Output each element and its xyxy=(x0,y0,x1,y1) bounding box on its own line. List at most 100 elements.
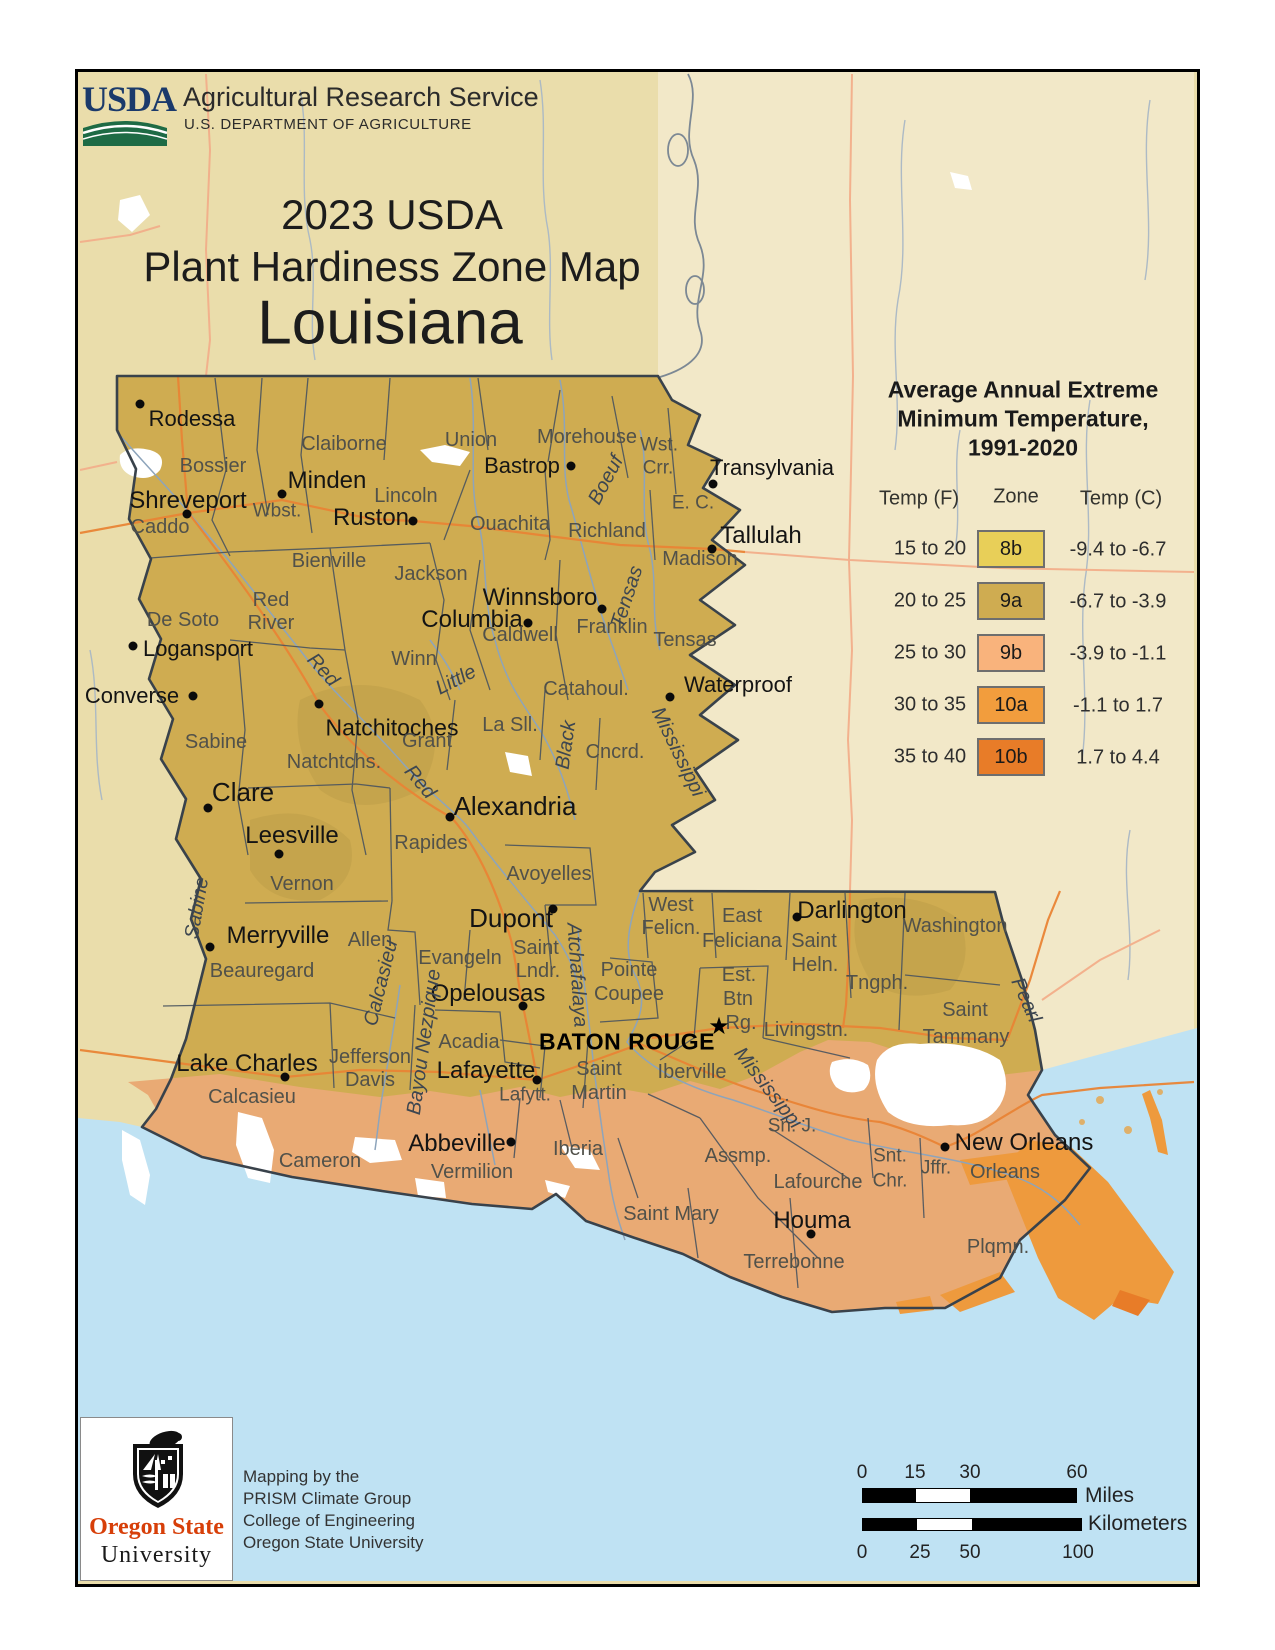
city-dot xyxy=(274,849,284,859)
gulf-of-mexico xyxy=(78,1028,1197,1581)
parish-label: Rg. xyxy=(725,1012,757,1034)
city-dot xyxy=(708,479,718,489)
parish-label: Tngph. xyxy=(845,972,909,994)
city-dot xyxy=(506,1137,516,1147)
parish-label: Bossier xyxy=(179,455,247,477)
scale-bar-segment xyxy=(863,1519,917,1530)
parish-label: Terrebonne xyxy=(743,1251,845,1273)
parish-label: Cncrd. xyxy=(585,741,645,763)
parish-label: Wst. xyxy=(640,434,678,456)
parish-label: Vernon xyxy=(270,873,334,895)
parish-label: Claiborne xyxy=(301,433,387,455)
parish-label: Davis xyxy=(344,1069,396,1091)
city-label: Transylvania xyxy=(710,455,834,480)
city-dot xyxy=(314,699,324,709)
osu-logo-box: Oregon State University xyxy=(80,1417,233,1581)
city-label: Opelousas xyxy=(430,980,546,1007)
capital-star-icon: ★ xyxy=(708,1013,730,1040)
parish-label: River xyxy=(247,612,295,634)
credit-line: PRISM Climate Group xyxy=(243,1489,412,1508)
parish-label: Assmp. xyxy=(704,1145,772,1167)
city-label: Merryville xyxy=(226,922,330,949)
parish-label: Tensas xyxy=(653,629,717,651)
city-dot xyxy=(203,803,213,813)
parish-label: Sabine xyxy=(184,731,248,753)
city-label: Clare xyxy=(211,777,275,807)
osu-wordmark-1: Oregon State xyxy=(89,1514,224,1540)
legend-temp-c: 1.7 to 4.4 xyxy=(1076,746,1160,769)
legend-column-header: Temp (C) xyxy=(1079,487,1163,510)
legend-temp-f: 20 to 25 xyxy=(893,589,967,612)
parish-label: Martin xyxy=(571,1082,627,1104)
parish-label: Wbst. xyxy=(252,500,302,522)
map-frame: Rodessa Bastrop Transylvania Minden Shrevepo… xyxy=(75,69,1200,1587)
parish-label: Saint xyxy=(942,999,988,1021)
legend-temp-c: -6.7 to -3.9 xyxy=(1069,590,1167,613)
city-dot xyxy=(665,692,675,702)
out-of-state-roads xyxy=(79,73,1195,1001)
parish-label: Lincoln xyxy=(374,485,438,507)
city-dot xyxy=(940,1142,950,1152)
parish-label: Feliciana xyxy=(701,930,783,952)
city-label: Rodessa xyxy=(148,406,236,431)
title-line-3: Louisiana xyxy=(257,288,523,358)
parish-label: Calcasieu xyxy=(208,1086,296,1108)
parish-label: Iberia xyxy=(552,1138,604,1160)
parish-label: Allen xyxy=(347,929,393,951)
legend: Average Annual Extreme Minimum Temperatur… xyxy=(78,72,1197,1584)
city-label: Lafayette xyxy=(436,1057,536,1084)
parish-label: La Sll. xyxy=(482,714,538,736)
city-label: Alexandria xyxy=(453,791,577,821)
parish-label: East xyxy=(721,905,763,927)
osu-crest-icon xyxy=(133,1430,183,1508)
city-label: New Orleans xyxy=(954,1129,1094,1156)
parish-label: Union xyxy=(444,429,498,451)
legend-temp-f: 25 to 30 xyxy=(893,641,967,664)
parish-label: Orleans xyxy=(969,1161,1041,1183)
city-dot xyxy=(445,812,455,822)
parish-label: Lafourche xyxy=(773,1171,863,1193)
parish-label: Livingstn. xyxy=(763,1019,849,1041)
legend-swatch-9b: 9b xyxy=(977,634,1045,672)
agency-name: Agricultural Research Service xyxy=(183,82,539,112)
parish-label: Saint xyxy=(576,1058,622,1080)
kilometers-unit-label: Kilometers xyxy=(1088,1512,1188,1535)
zone-10a-region xyxy=(896,1090,1174,1320)
parish-label: Madison xyxy=(662,548,738,570)
parish-label: Crr. xyxy=(642,457,674,479)
parish-label: Washington xyxy=(902,915,1008,937)
legend-swatch-10b: 10b xyxy=(977,738,1045,776)
parish-label: Lndr. xyxy=(515,960,561,982)
credit-line: Oregon State University xyxy=(243,1533,424,1552)
city-label: Natchitoches xyxy=(325,714,459,741)
parish-label: Snt. xyxy=(873,1145,907,1167)
city-label: Minden xyxy=(287,467,367,494)
parish-label: E. C. xyxy=(671,492,715,514)
map-labels: Rodessa Bastrop Transylvania Minden Shrevepo… xyxy=(78,72,1197,1584)
state-border xyxy=(115,374,1092,1314)
parish-label: Tammany xyxy=(922,1026,1010,1048)
city-dot xyxy=(182,509,192,519)
legend-title: 1991-2020 xyxy=(968,434,1078,461)
parish-label: Btn xyxy=(722,988,754,1010)
city-label: Houma xyxy=(773,1207,851,1234)
city-label: Shreveport xyxy=(129,487,247,514)
scale-bars: Miles Kilometers 0 15 30 60 0 25 50 100 xyxy=(78,72,1197,1584)
city-label: Winnsboro xyxy=(482,584,598,611)
parish-label: Caddo xyxy=(130,516,190,538)
parish-label: Winn xyxy=(391,648,437,670)
miles-tick: 15 xyxy=(904,1462,926,1483)
city-dot xyxy=(707,544,717,554)
legend-column-header: Zone xyxy=(993,485,1039,508)
parish-label: Grant xyxy=(401,730,453,752)
city-dot xyxy=(523,618,533,628)
usda-swoosh-icon xyxy=(83,121,167,146)
mississippi-river-north xyxy=(659,73,705,378)
city-dot xyxy=(277,489,287,499)
city-label: Darlington xyxy=(797,897,907,924)
parish-label: Red xyxy=(252,589,290,611)
city-label: BATON ROUGE xyxy=(539,1028,715,1055)
parish-label: Coupee xyxy=(593,983,665,1005)
city-dot xyxy=(408,516,418,526)
